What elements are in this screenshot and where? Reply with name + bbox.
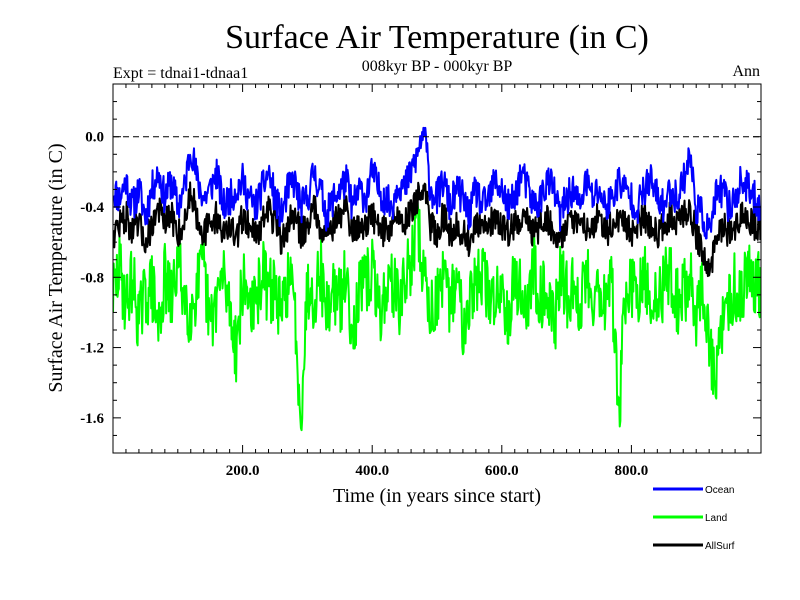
legend-label-land: Land bbox=[705, 513, 727, 524]
x-tick-label: 600.0 bbox=[485, 463, 519, 479]
y-tick-label: -1.2 bbox=[80, 341, 104, 357]
x-tick-label: 200.0 bbox=[226, 463, 260, 479]
legend-label-ocean: Ocean bbox=[705, 485, 734, 496]
y-axis-label: Surface Air Temperature (in C) bbox=[45, 143, 67, 392]
plot-area: 200.0 400.0 600.0 800.0 0.0 -0.4 -0.8 -1.2 -1.6 bbox=[80, 83, 762, 479]
y-tick-label: -1.6 bbox=[80, 411, 104, 427]
y-tick-label: -0.8 bbox=[80, 270, 104, 286]
x-tick-label: 800.0 bbox=[615, 463, 649, 479]
series-line-ocean bbox=[113, 126, 761, 240]
y-tick-label: -0.4 bbox=[80, 200, 104, 216]
season-label: Ann bbox=[732, 63, 760, 80]
series-line-allsurf bbox=[113, 181, 761, 278]
legend: Ocean Land AllSurf bbox=[653, 485, 735, 552]
experiment-label: Expt = tdnai1-tdnaa1 bbox=[113, 65, 248, 82]
x-tick-label: 400.0 bbox=[355, 463, 389, 479]
chart-title: Surface Air Temperature (in C) bbox=[225, 19, 649, 56]
legend-label-allsurf: AllSurf bbox=[705, 541, 735, 552]
x-axis-label: Time (in years since start) bbox=[333, 485, 541, 507]
chart-subtitle: 008kyr BP - 000kyr BP bbox=[362, 58, 513, 75]
series-line-land bbox=[113, 200, 761, 432]
y-tick-label: 0.0 bbox=[85, 130, 104, 146]
